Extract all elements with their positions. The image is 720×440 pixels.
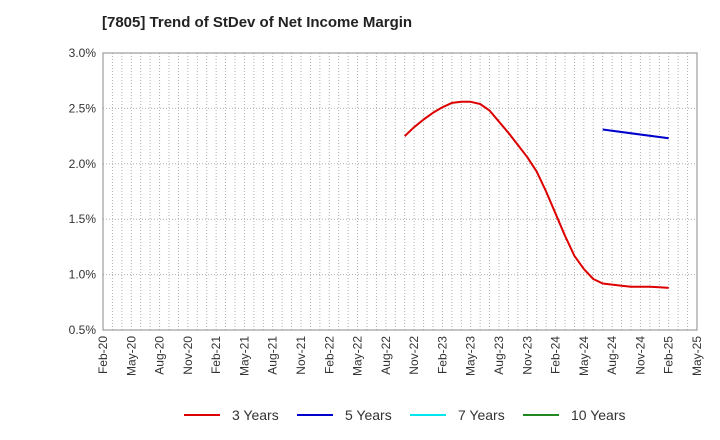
- x-tick-label: Nov-20: [181, 336, 195, 375]
- x-tick-label: Nov-24: [633, 336, 647, 375]
- y-tick-label: 1.0%: [69, 268, 97, 282]
- legend-swatch-7-years: [410, 414, 446, 416]
- x-tick-label: Feb-21: [209, 336, 223, 374]
- x-tick-label: May-24: [577, 336, 591, 376]
- series-line-5-years: [602, 128, 669, 140]
- y-axis: 0.5% 1.0% 1.5% 2.0% 2.5% 3.0%: [69, 46, 97, 337]
- legend-item-10-years: 10 Years: [523, 404, 626, 426]
- legend-label-3-years: 3 Years: [232, 407, 279, 423]
- x-tick-label: Aug-20: [153, 336, 167, 375]
- legend-label-5-years: 5 Years: [345, 407, 392, 423]
- y-tick-label: 3.0%: [69, 46, 97, 60]
- x-tick-label: Feb-25: [662, 336, 676, 374]
- x-tick-label: Aug-22: [379, 336, 393, 375]
- x-tick-label: Feb-20: [96, 336, 110, 374]
- plot-frame: [102, 52, 698, 331]
- y-tick-label: 2.0%: [69, 157, 97, 171]
- legend-swatch-10-years: [523, 414, 559, 416]
- x-tick-label: May-23: [464, 336, 478, 376]
- x-tick-label: Feb-22: [322, 336, 336, 374]
- x-tick-label: Feb-23: [435, 336, 449, 374]
- legend-label-7-years: 7 Years: [458, 407, 505, 423]
- y-tick-label: 1.5%: [69, 212, 97, 226]
- x-tick-label: Nov-22: [407, 336, 421, 375]
- chart-title: [7805] Trend of StDev of Net Income Marg…: [102, 14, 413, 31]
- y-tick-label: 2.5%: [69, 101, 97, 115]
- legend-item-7-years: 7 Years: [410, 404, 505, 426]
- x-tick-label: Nov-21: [294, 336, 308, 375]
- series-layer: [404, 100, 669, 289]
- grid-layer: [103, 53, 697, 330]
- x-tick-label: Aug-21: [266, 336, 280, 375]
- legend-item-5-years: 5 Years: [297, 404, 392, 426]
- x-tick-label: May-21: [237, 336, 251, 376]
- legend-swatch-3-years: [184, 414, 220, 416]
- series-line-3-years: [404, 100, 669, 289]
- x-tick-label: May-25: [690, 336, 704, 376]
- x-tick-label: Aug-24: [605, 336, 619, 375]
- x-tick-label: Nov-23: [520, 336, 534, 375]
- legend: 3 Years 5 Years 7 Years 10 Years: [0, 404, 720, 426]
- chart-plot: 0.5% 1.0% 1.5% 2.0% 2.5% 3.0% Feb-20 May-20 Aug…: [69, 46, 704, 376]
- x-tick-label: Feb-24: [549, 336, 563, 374]
- x-tick-label: May-20: [124, 336, 138, 376]
- x-tick-label: May-22: [351, 336, 365, 376]
- y-tick-label: 0.5%: [69, 323, 97, 337]
- legend-label-10-years: 10 Years: [571, 407, 626, 423]
- x-tick-label: Aug-23: [492, 336, 506, 375]
- legend-item-3-years: 3 Years: [184, 404, 279, 426]
- x-axis: Feb-20 May-20 Aug-20 Nov-20 Feb-21 May-21 Aug-…: [96, 336, 704, 376]
- legend-swatch-5-years: [297, 414, 333, 416]
